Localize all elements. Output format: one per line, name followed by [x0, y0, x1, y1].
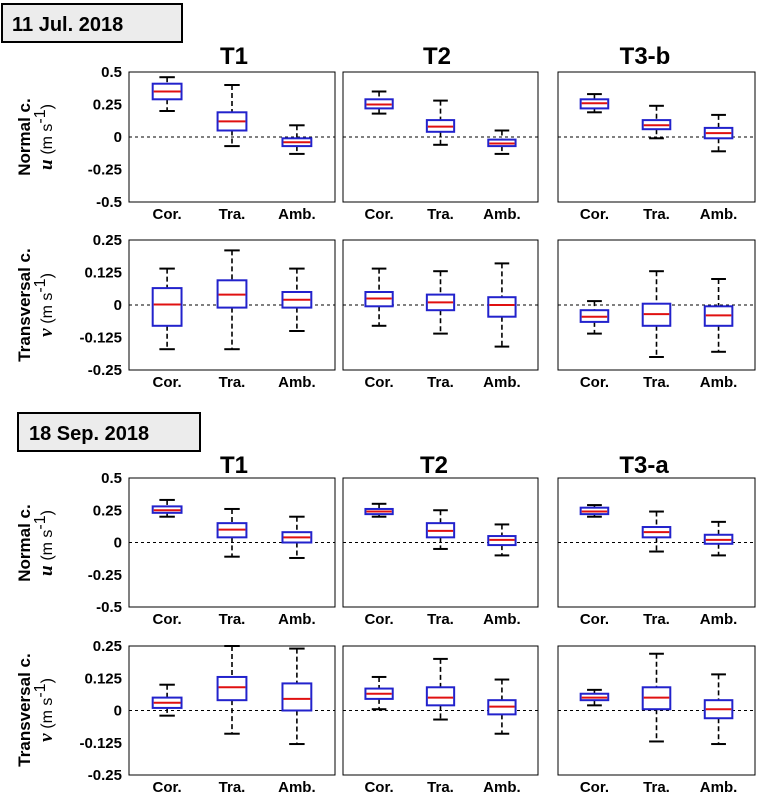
xtick-sep-normal-p3-2: Amb.: [700, 611, 738, 628]
ytick-sep-normal-2: 0: [114, 535, 122, 552]
xtick-jul-transversal-p2-1: Tra.: [427, 374, 454, 391]
ytick-jul-transversal-2: 0: [114, 297, 122, 314]
xtick-sep-transversal-p3-1: Tra.: [643, 779, 670, 796]
xtick-jul-normal-p3-0: Cor.: [580, 206, 609, 223]
xtick-sep-normal-p2-0: Cor.: [364, 611, 393, 628]
ytick-jul-transversal-1: 0.125: [84, 265, 122, 282]
svg-text:Normal c.: Normal c.: [15, 504, 34, 581]
xtick-jul-normal-p2-2: Amb.: [483, 206, 521, 223]
date-box-sep: [17, 412, 201, 452]
xtick-jul-transversal-p3-2: Amb.: [700, 374, 738, 391]
xtick-sep-normal-p1-2: Amb.: [278, 611, 316, 628]
xtick-jul-normal-p3-2: Amb.: [700, 206, 738, 223]
box-jul-transversal-p2-amb: [487, 296, 517, 318]
svg-text:u (m s-1): u (m s-1): [32, 104, 57, 170]
ytick-jul-normal-3: -0.25: [88, 162, 122, 179]
xtick-sep-normal-p2-1: Tra.: [427, 611, 454, 628]
ytick-sep-transversal-1: 0.125: [84, 670, 122, 687]
xtick-sep-transversal-p1-2: Amb.: [278, 779, 316, 796]
panel-title-sep-t3a: T3-a: [619, 452, 669, 479]
ylabel-normal-sep: Normal c. u (m s-1): [15, 504, 57, 581]
ytick-jul-normal-2: 0: [114, 129, 122, 146]
xtick-jul-normal-p1-1: Tra.: [219, 206, 246, 223]
date-box-jul: [1, 3, 183, 43]
xtick-jul-normal-p2-1: Tra.: [427, 206, 454, 223]
svg-text:Transversal c.: Transversal c.: [15, 248, 34, 361]
xtick-sep-transversal-p2-1: Tra.: [427, 779, 454, 796]
panel-title-sep-t2: T2: [420, 452, 448, 479]
box-sep-transversal-p2-tra: [425, 686, 456, 707]
ytick-sep-normal-4: -0.5: [96, 599, 122, 616]
xtick-sep-transversal-p3-2: Amb.: [700, 779, 738, 796]
xtick-sep-transversal-p2-2: Amb.: [483, 779, 521, 796]
xtick-sep-transversal-p1-1: Tra.: [219, 779, 246, 796]
xtick-jul-transversal-p1-1: Tra.: [219, 374, 246, 391]
xtick-sep-transversal-p2-0: Cor.: [364, 779, 393, 796]
panel-title-jul-t3b: T3-b: [620, 43, 671, 70]
ytick-jul-normal-0: 0.5: [101, 64, 122, 81]
xtick-jul-transversal-p2-0: Cor.: [364, 374, 393, 391]
ylabel-normal-jul: Normal c. u (m s-1): [15, 98, 57, 175]
xtick-sep-normal-p3-0: Cor.: [580, 611, 609, 628]
xtick-jul-normal-p1-0: Cor.: [153, 206, 182, 223]
date-label-sep: 18 Sep. 2018: [29, 423, 149, 445]
xtick-sep-transversal-p1-0: Cor.: [153, 779, 182, 796]
xtick-sep-transversal-p3-0: Cor.: [580, 779, 609, 796]
panel-title-jul-t2: T2: [423, 43, 451, 70]
ytick-sep-normal-0: 0.5: [101, 470, 122, 487]
date-label-jul: 11 Jul. 2018: [12, 14, 123, 36]
xtick-jul-normal-p1-2: Amb.: [278, 206, 316, 223]
xtick-jul-normal-p3-1: Tra.: [643, 206, 670, 223]
ytick-jul-transversal-4: -0.25: [88, 362, 122, 379]
ytick-jul-transversal-0: 0.25: [93, 232, 122, 249]
xtick-jul-transversal-p1-2: Amb.: [278, 374, 316, 391]
ylabel-transversal-sep: Transversal c. v (m s-1): [15, 653, 57, 766]
ytick-jul-normal-4: -0.5: [96, 194, 122, 211]
svg-text:Normal c.: Normal c.: [15, 98, 34, 175]
ytick-sep-transversal-3: -0.125: [79, 735, 122, 752]
ytick-jul-normal-1: 0.25: [93, 97, 122, 114]
box-sep-transversal-p1-tra: [216, 675, 248, 702]
ytick-sep-transversal-0: 0.25: [93, 638, 122, 655]
ytick-sep-transversal-4: -0.25: [88, 767, 122, 784]
xtick-jul-transversal-p3-0: Cor.: [580, 374, 609, 391]
ytick-sep-normal-3: -0.25: [88, 567, 122, 584]
panel-title-sep-t1: T1: [220, 452, 248, 479]
xtick-jul-transversal-p1-0: Cor.: [153, 374, 182, 391]
svg-text:v (m s-1): v (m s-1): [32, 273, 57, 337]
svg-text:v (m s-1): v (m s-1): [32, 678, 57, 742]
xtick-jul-transversal-p2-2: Amb.: [483, 374, 521, 391]
xtick-sep-normal-p3-1: Tra.: [643, 611, 670, 628]
ytick-jul-transversal-3: -0.125: [79, 330, 122, 347]
panel-title-jul-t1: T1: [220, 43, 248, 70]
xtick-jul-transversal-p3-1: Tra.: [643, 374, 670, 391]
xtick-sep-normal-p2-2: Amb.: [483, 611, 521, 628]
xtick-sep-normal-p1-0: Cor.: [153, 611, 182, 628]
ylabel-transversal-jul: Transversal c. v (m s-1): [15, 248, 57, 361]
ytick-sep-transversal-2: 0: [114, 703, 122, 720]
xtick-sep-normal-p1-1: Tra.: [219, 611, 246, 628]
xtick-jul-normal-p2-0: Cor.: [364, 206, 393, 223]
box-jul-transversal-p1-cor: [151, 287, 183, 327]
ytick-sep-normal-1: 0.25: [93, 502, 122, 519]
panels-layer: 0.5 0.25 0 -0.25 -0.5 Cor. Tra. Amb. Cor. Tra. Amb…: [79, 64, 756, 796]
svg-text:u (m s-1): u (m s-1): [32, 510, 57, 576]
svg-text:Transversal c.: Transversal c.: [15, 653, 34, 766]
box-sep-transversal-p1-amb: [281, 682, 313, 712]
